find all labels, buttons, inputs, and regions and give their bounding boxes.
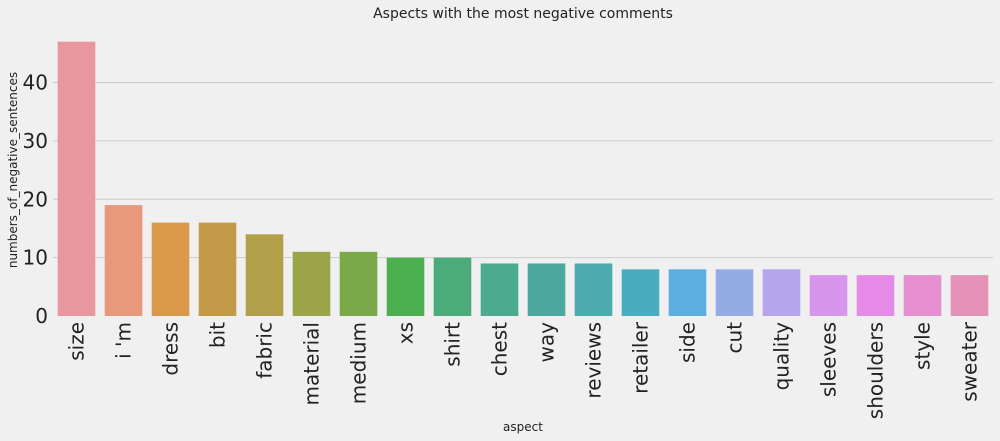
x-tick-label: material (300, 322, 324, 405)
y-tick-label: 20 (23, 187, 48, 211)
x-tick-label: quality (770, 322, 794, 391)
x-axis-label: aspect (503, 420, 543, 434)
x-tick-label: way (535, 322, 559, 363)
y-axis-ticks: 0 10 20 30 40 (23, 71, 48, 328)
bar-fabric (245, 234, 284, 316)
x-tick-label: shoulders (864, 322, 888, 419)
y-tick-label: 10 (23, 246, 48, 270)
y-axis-label: numbers_of_negative_sentences (6, 72, 20, 268)
y-tick-label: 30 (23, 129, 48, 153)
x-tick-label: size (65, 322, 89, 361)
x-tick-label: sleeves (817, 322, 841, 397)
x-tick-label: cut (723, 322, 747, 354)
x-axis-ticks: size i 'm dress bit fabric material medium xs sh… (65, 321, 982, 419)
y-tick-label: 0 (35, 304, 48, 328)
bar-material (292, 251, 331, 316)
bar-side (668, 269, 707, 316)
bar-bit (198, 222, 237, 316)
x-tick-label: medium (347, 322, 371, 404)
bar-retailer (621, 269, 660, 316)
x-tick-label: shirt (441, 322, 465, 367)
bar-dress (151, 222, 190, 316)
bars (57, 41, 989, 317)
x-tick-label: side (676, 322, 700, 363)
bar-i-m (104, 205, 143, 316)
gridlines (53, 82, 993, 259)
x-tick-label: fabric (253, 322, 277, 379)
bar-cut (715, 269, 754, 316)
bar-reviews (574, 263, 613, 316)
chart-title: Aspects with the most negative comments (373, 6, 673, 22)
bar-medium (339, 251, 378, 316)
x-tick-label: dress (159, 322, 183, 376)
x-tick-label: chest (488, 322, 512, 376)
x-tick-label: bit (206, 322, 230, 348)
bar-shirt (433, 257, 472, 316)
x-tick-label: style (911, 322, 935, 370)
bar-style (903, 275, 942, 316)
bar-size (57, 41, 96, 317)
x-tick-label: reviews (582, 322, 606, 399)
bar-sweater (950, 275, 989, 316)
bar-way (527, 263, 566, 316)
bar-shoulders (856, 275, 895, 316)
bar-quality (762, 269, 801, 316)
x-tick-label: retailer (629, 321, 653, 394)
x-tick-label: i 'm (112, 322, 136, 359)
bar-xs (386, 257, 425, 316)
bar-chest (480, 263, 519, 316)
y-tick-label: 40 (23, 71, 48, 95)
x-tick-label: sweater (958, 321, 982, 401)
bar-sleeves (809, 275, 848, 316)
x-tick-label: xs (394, 322, 418, 344)
